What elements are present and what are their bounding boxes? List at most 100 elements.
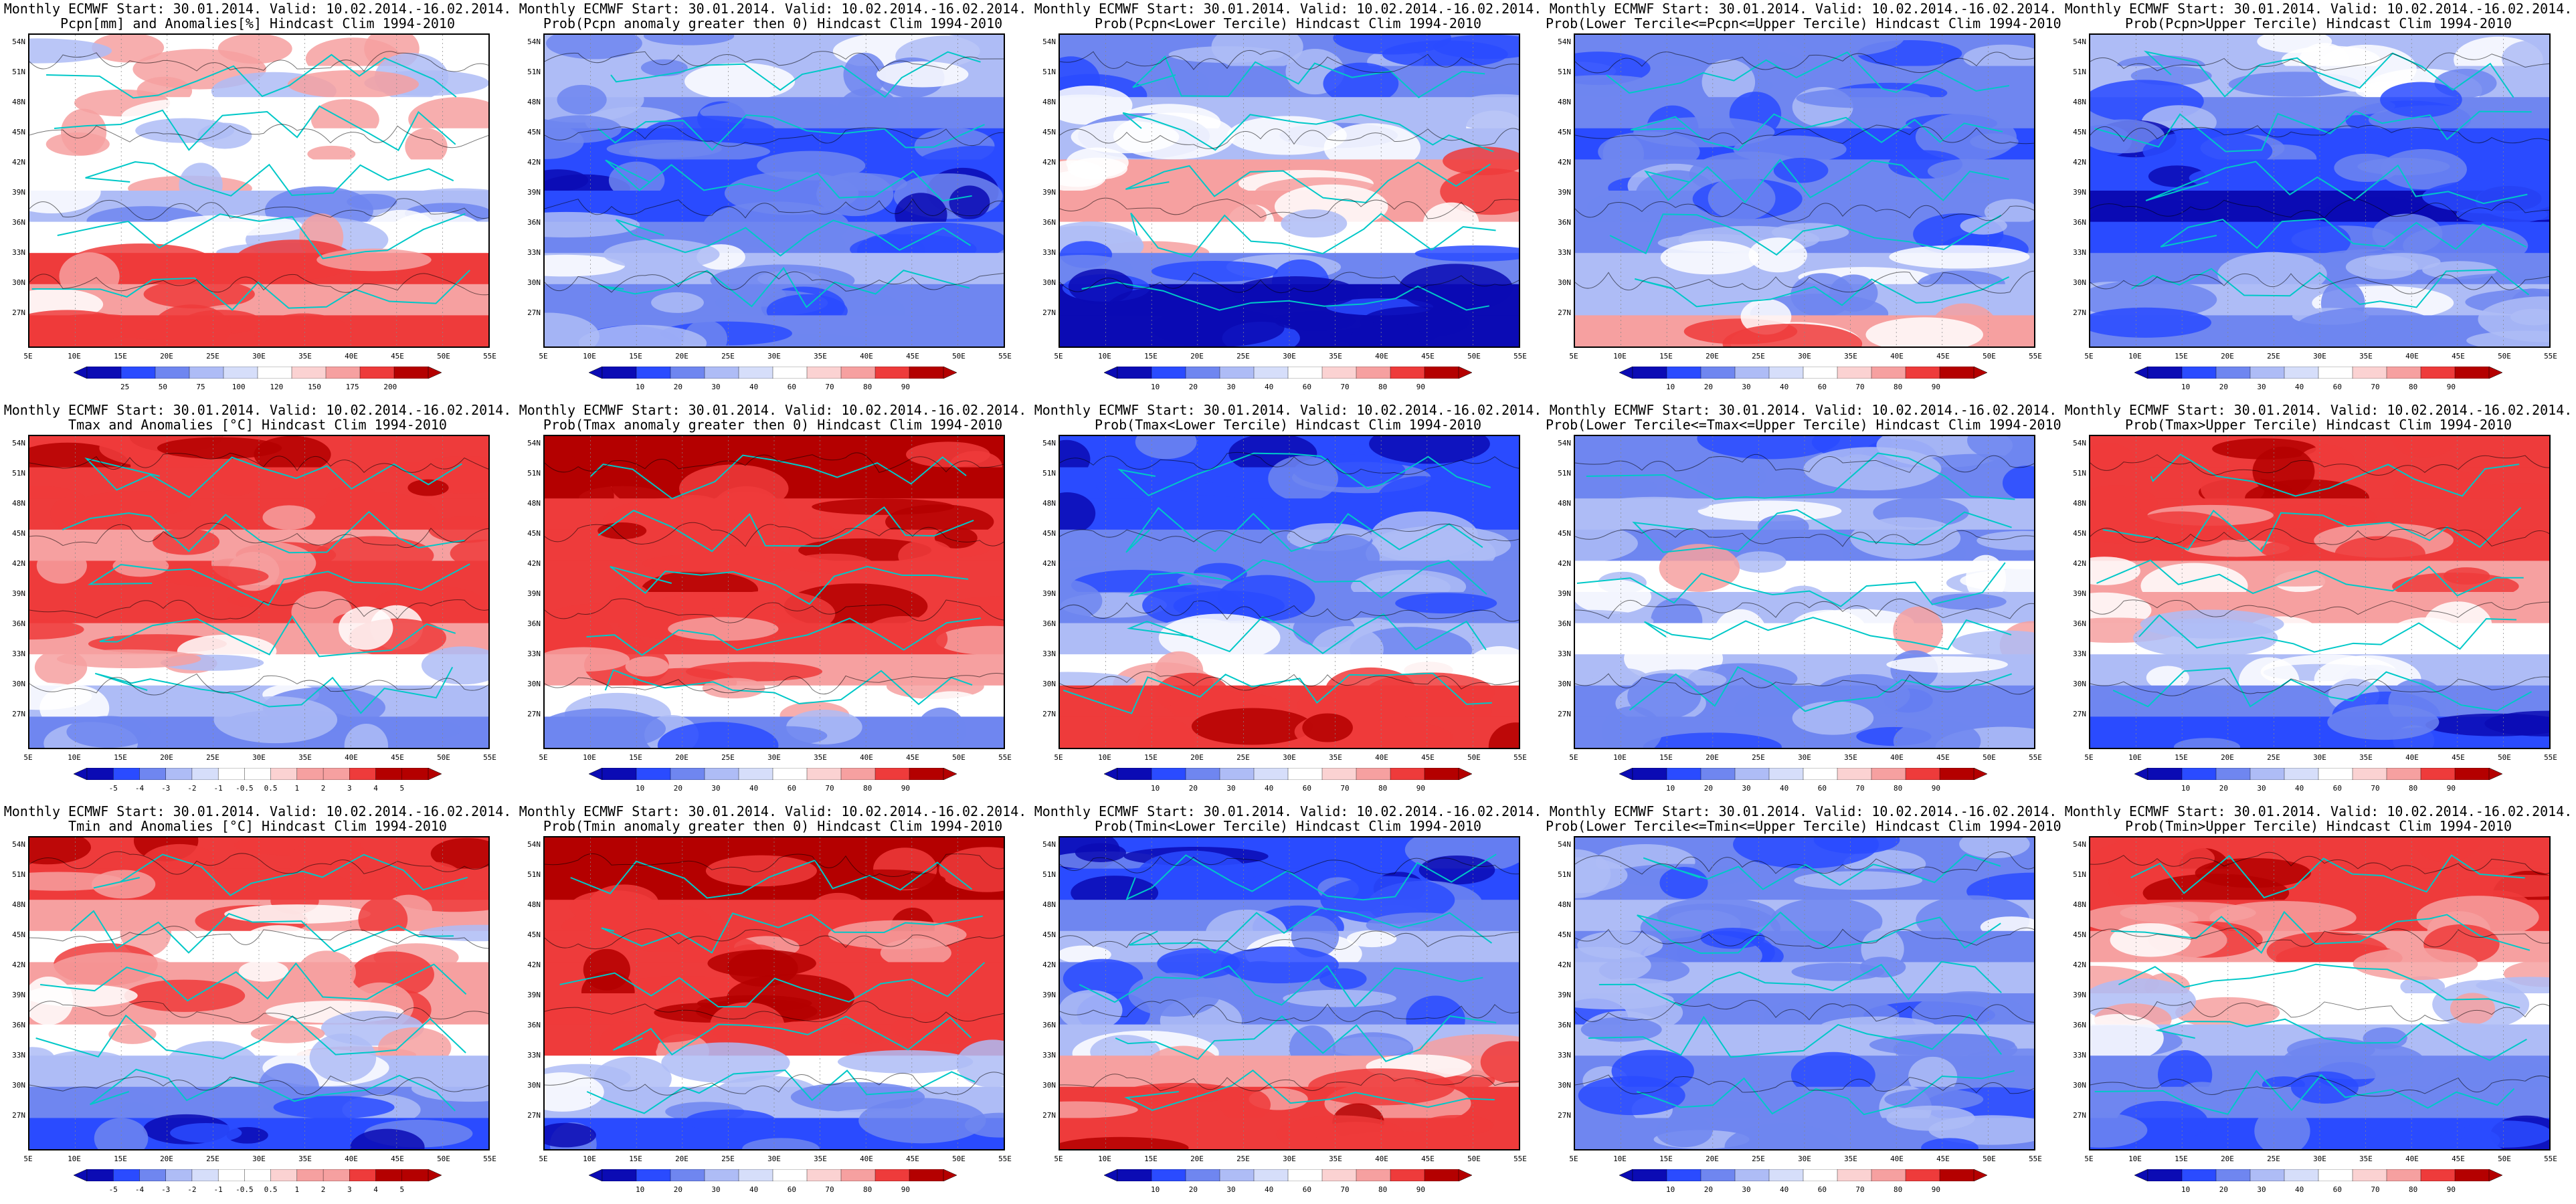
colorbar-segment (1185, 1169, 1220, 1181)
colorbar-segment (1117, 1169, 1152, 1181)
colorbar-segment (2420, 1169, 2456, 1181)
coastline (1629, 666, 2012, 712)
lat-label: 30N (12, 278, 25, 287)
colorbar-segment (1390, 367, 1425, 379)
coastline (1606, 51, 2010, 94)
contour-line (29, 522, 488, 548)
colorbar-arrow-left (1619, 768, 1633, 780)
colorbar-tick-label: 20 (2219, 383, 2228, 391)
field-blotch (254, 436, 331, 474)
contour-line (1060, 1074, 1519, 1092)
field-blotch (78, 490, 191, 517)
colorbar-tick-label: -4 (134, 1185, 145, 1194)
field-blotch (1921, 1138, 1979, 1149)
colorbar-segment (2318, 1169, 2353, 1181)
colorbar-segment (1734, 367, 1770, 379)
contour-line (1060, 930, 1519, 951)
colorbar (2134, 367, 2502, 379)
lon-label: 40E (2405, 753, 2419, 762)
lon-label: 40E (860, 352, 873, 361)
colorbar-tick-label: 10 (636, 784, 645, 793)
colorbar-arrow-right (2488, 768, 2502, 780)
colorbar-tick-label: 10 (1666, 1185, 1675, 1194)
lat-label: 45N (2073, 529, 2086, 538)
lon-label: 45E (2452, 1155, 2465, 1163)
lat-label: 48N (2073, 499, 2086, 508)
field-blotch (1158, 613, 1281, 662)
colorbar-tick-label: 120 (270, 383, 284, 391)
field-blotch (1060, 1065, 1119, 1084)
colorbar-segment (670, 768, 705, 780)
colorbar (74, 768, 442, 780)
colorbar-segment (1871, 768, 1906, 780)
colorbar (1619, 367, 1987, 379)
lat-label: 33N (2073, 649, 2086, 658)
field-blotch (545, 211, 640, 238)
coastline (31, 270, 470, 311)
lon-label: 45E (2452, 352, 2465, 361)
field-blotch (1369, 436, 1490, 464)
coastline (601, 912, 983, 954)
field-blotch (860, 615, 948, 662)
field-blotch (161, 566, 269, 587)
field-blotch (685, 1109, 776, 1132)
map-area (2089, 435, 2551, 749)
lon-label: 20E (160, 753, 173, 762)
lat-label: 39N (12, 589, 25, 598)
field-blotch (153, 528, 220, 555)
colorbar-segment (401, 768, 429, 780)
lat-label: 27N (527, 1111, 541, 1120)
field-blotch (273, 1096, 395, 1119)
field-blotch (1447, 94, 1519, 132)
colorbar-tick-label: 2 (320, 784, 326, 793)
field-blotch (1137, 850, 1250, 900)
lon-label: 30E (1283, 753, 1296, 762)
colorbar-segment (2454, 1169, 2490, 1181)
colorbar-arrow-left (589, 367, 603, 379)
coastline (2112, 667, 2532, 712)
lon-label: 30E (2313, 352, 2326, 361)
colorbar-tick-label: 4 (373, 784, 378, 793)
field-blotch (1633, 116, 1775, 148)
colorbar-segment (1253, 1169, 1289, 1181)
colorbar-tick-label: 70 (1340, 784, 1350, 793)
colorbar-segment (191, 1169, 219, 1181)
field-blotch (661, 495, 725, 524)
coastline (1115, 1015, 1497, 1062)
colorbar-segment (244, 1169, 272, 1181)
colorbar-tick-label: 70 (2371, 1185, 2380, 1194)
field-blotch (1893, 719, 1981, 748)
lat-label: 42N (1558, 559, 1571, 568)
colorbar-segment (1356, 1169, 1391, 1181)
colorbar-tick-label: 60 (787, 784, 796, 793)
colorbar-segment (875, 768, 910, 780)
field-blotch (1791, 963, 1885, 981)
map-panel: Monthly ECMWF Start: 30.01.2014. Valid: … (1030, 401, 1546, 803)
map-panel: Monthly ECMWF Start: 30.01.2014. Valid: … (0, 803, 515, 1204)
field-blotch (1734, 551, 1786, 573)
lon-label: 45E (1421, 753, 1435, 762)
colorbar (74, 1169, 442, 1181)
map-panel: Monthly ECMWF Start: 30.01.2014. Valid: … (515, 401, 1030, 803)
map-area (543, 836, 1005, 1150)
colorbar-segment (1219, 1169, 1255, 1181)
lon-label: 35E (1844, 1155, 1857, 1163)
colorbar-tick-label: 70 (825, 1185, 834, 1194)
colorbar-tick-label: 40 (2295, 383, 2304, 391)
field-blotch (545, 1122, 596, 1148)
colorbar-segment (86, 367, 122, 379)
field-blotch (36, 548, 87, 584)
lon-label: 50E (437, 753, 450, 762)
lat-label: 48N (12, 499, 25, 508)
colorbar-segment (602, 768, 637, 780)
lon-label: 50E (437, 352, 450, 361)
map-panel: Monthly ECMWF Start: 30.01.2014. Valid: … (1030, 0, 1546, 401)
colorbar-segment (1939, 768, 1974, 780)
colorbar-segment (2181, 367, 2217, 379)
field-blotch (702, 678, 765, 699)
lat-label: 36N (527, 619, 541, 628)
lat-label: 42N (12, 158, 25, 167)
colorbar-segment (113, 1169, 141, 1181)
lat-label: 33N (12, 649, 25, 658)
field-blotch (1418, 855, 1495, 885)
